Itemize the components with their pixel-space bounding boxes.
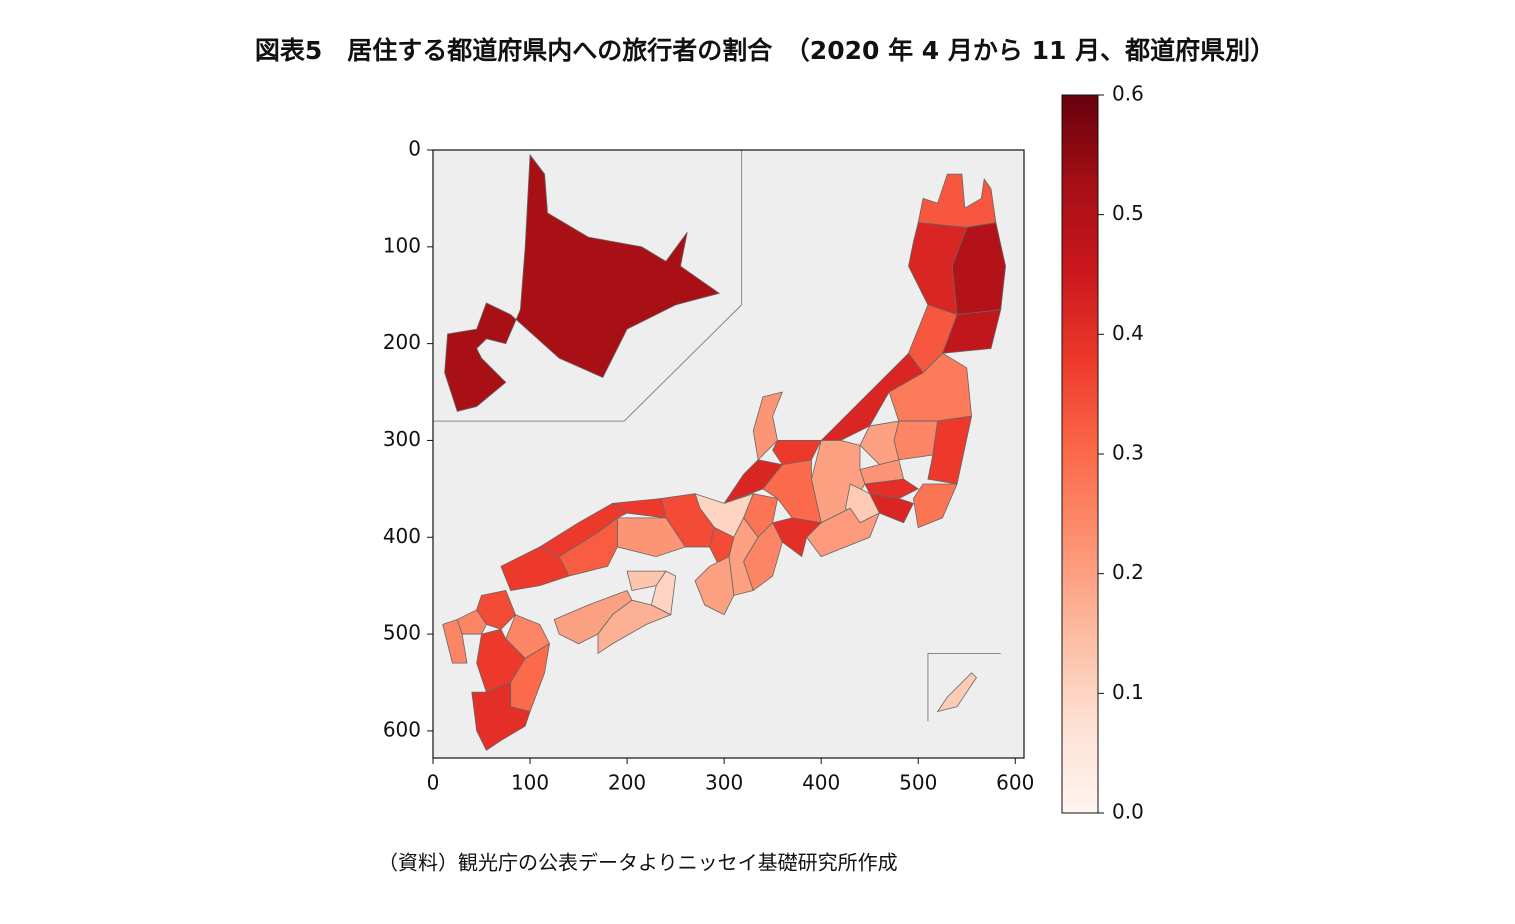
x-tick-label: 100 [511, 771, 549, 795]
y-tick-label: 600 [383, 717, 421, 741]
colorbar-tick-label: 0.0 [1112, 800, 1144, 824]
prefecture [893, 420, 939, 461]
colorbar-tick-label: 0.4 [1112, 321, 1144, 345]
prefecture [912, 483, 958, 529]
prefecture [650, 570, 677, 616]
prefecture [442, 619, 468, 664]
prefecture [500, 546, 570, 591]
y-tick-label: 0 [408, 137, 421, 161]
prefecture [597, 599, 672, 655]
y-tick-label: 300 [383, 427, 421, 451]
x-tick-label: 400 [802, 771, 840, 795]
prefecture [936, 672, 977, 713]
colorbar-tick-label: 0.1 [1112, 680, 1144, 704]
prefecture [723, 459, 784, 505]
prefecture [694, 556, 735, 616]
y-tick-label: 400 [383, 524, 421, 548]
source-note: （資料）観光庁の公表データよりニッセイ基礎研究所作成 [378, 851, 898, 875]
x-tick-label: 600 [996, 771, 1034, 795]
y-tick-label: 200 [383, 330, 421, 354]
prefecture [444, 153, 721, 412]
inset-frame [927, 652, 1001, 722]
colorbar-tick-label: 0.6 [1112, 82, 1144, 106]
prefecture [864, 478, 920, 499]
colorbar-tick-label: 0.3 [1112, 441, 1144, 465]
x-tick-label: 500 [899, 771, 937, 795]
colorbar-tick-label: 0.2 [1112, 560, 1144, 584]
colorbar [1061, 94, 1099, 814]
prefecture [927, 415, 973, 485]
x-tick-label: 200 [608, 771, 646, 795]
y-tick-label: 100 [383, 233, 421, 257]
y-tick-label: 500 [383, 621, 421, 645]
prefecture [917, 173, 997, 228]
x-tick-label: 300 [705, 771, 743, 795]
chart-title: 図表5 居住する都道府県内への旅行者の割合 （2020 年 4 月から 11 月… [255, 36, 1275, 65]
x-tick-label: 0 [427, 771, 440, 795]
prefecture [752, 391, 784, 461]
colorbar-tick-label: 0.5 [1112, 201, 1144, 225]
inset-frame [433, 150, 743, 422]
prefecture [471, 681, 531, 751]
prefecture [806, 507, 881, 558]
axes-frame [432, 149, 1025, 759]
